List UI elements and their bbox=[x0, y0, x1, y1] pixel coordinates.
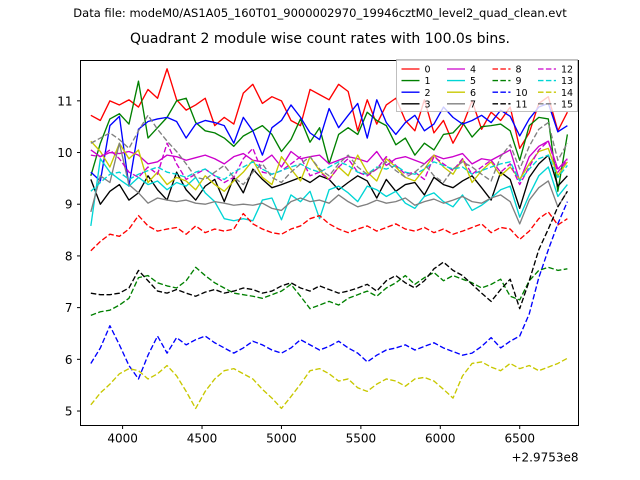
legend-label-1: 1 bbox=[425, 76, 431, 87]
legend-label-11: 11 bbox=[516, 99, 528, 110]
x-tick-label: 5000 bbox=[266, 432, 297, 446]
legend-label-0: 0 bbox=[425, 65, 431, 76]
axes-spines bbox=[80, 60, 579, 426]
legend-label-2: 2 bbox=[425, 88, 431, 99]
series-layer bbox=[90, 68, 569, 410]
y-tick-label: 8 bbox=[65, 249, 73, 263]
x-tick-label: 6000 bbox=[425, 432, 456, 446]
series-line-12 bbox=[90, 140, 568, 186]
series-line-2 bbox=[90, 99, 568, 187]
series-line-0 bbox=[90, 68, 568, 150]
series-line-14 bbox=[90, 357, 568, 410]
legend-label-5: 5 bbox=[470, 76, 476, 87]
legend-label-13: 13 bbox=[561, 76, 573, 87]
series-line-6 bbox=[90, 140, 568, 192]
legend-label-8: 8 bbox=[516, 65, 522, 76]
y-tick-label: 11 bbox=[57, 94, 72, 108]
legend-label-12: 12 bbox=[561, 65, 573, 76]
x-tick-label: 4000 bbox=[107, 432, 138, 446]
legend-label-3: 3 bbox=[425, 99, 431, 110]
y-tick-label: 6 bbox=[65, 353, 73, 367]
legend-label-15: 15 bbox=[561, 99, 573, 110]
series-line-8 bbox=[90, 211, 568, 252]
series-line-4 bbox=[90, 140, 568, 182]
x-tick-label: 6500 bbox=[504, 432, 535, 446]
x-axis-offset-label: +2.9753e8 bbox=[511, 451, 578, 465]
series-line-15 bbox=[90, 114, 568, 186]
y-tick-label: 5 bbox=[65, 405, 73, 419]
series-line-11 bbox=[90, 190, 568, 310]
legend-label-10: 10 bbox=[516, 88, 528, 99]
x-tick-label: 5500 bbox=[346, 432, 377, 446]
chart-title: Quadrant 2 module wise count rates with … bbox=[130, 31, 510, 47]
series-line-7 bbox=[90, 142, 568, 225]
axis-layer: 4000 4500 5000 5500 6000 6500+2.9753e85678910… bbox=[57, 60, 579, 465]
legend-label-7: 7 bbox=[470, 99, 476, 110]
y-tick-label: 7 bbox=[65, 301, 73, 315]
legend-label-14: 14 bbox=[561, 88, 573, 99]
y-tick-label: 9 bbox=[65, 198, 73, 212]
legend-label-4: 4 bbox=[470, 65, 476, 76]
series-line-13 bbox=[90, 154, 568, 192]
legend-label-6: 6 bbox=[470, 88, 476, 99]
y-tick-label: 10 bbox=[57, 146, 72, 160]
data-file-label: Data file: modeM0/AS1A05_160T01_90000029… bbox=[73, 6, 567, 20]
x-tick-label: 4500 bbox=[187, 432, 218, 446]
series-line-9 bbox=[90, 266, 568, 317]
legend-box bbox=[396, 59, 578, 112]
legend-label-9: 9 bbox=[516, 76, 522, 87]
series-line-10 bbox=[90, 201, 569, 380]
